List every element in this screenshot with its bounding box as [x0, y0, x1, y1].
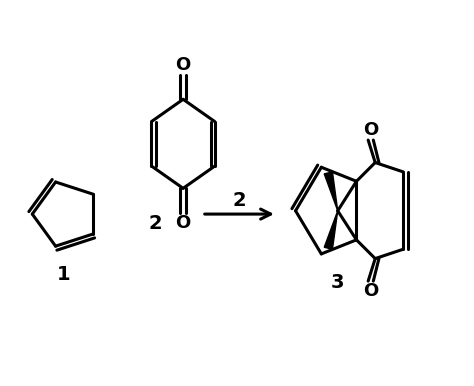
Text: 1: 1 — [57, 266, 71, 284]
Polygon shape — [324, 211, 337, 249]
Text: O: O — [175, 56, 191, 74]
Text: 2: 2 — [233, 191, 246, 210]
Polygon shape — [324, 172, 337, 211]
Text: O: O — [363, 121, 378, 139]
Text: O: O — [175, 214, 191, 232]
Text: 3: 3 — [331, 273, 345, 291]
Text: O: O — [363, 283, 378, 300]
Text: 2: 2 — [148, 214, 162, 233]
